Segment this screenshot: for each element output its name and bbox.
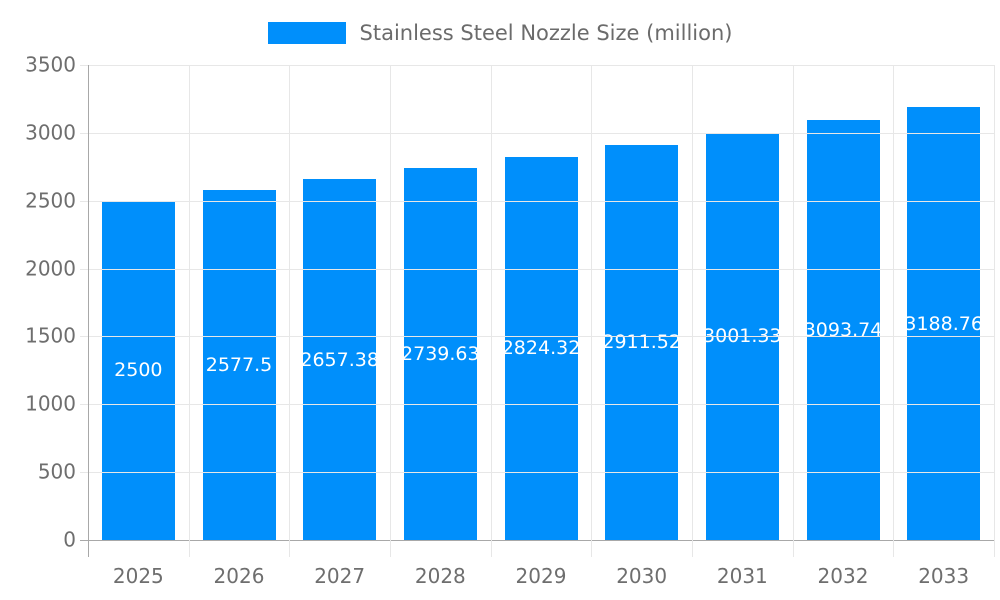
gridline-vertical <box>692 65 693 557</box>
x-axis-tick-label: 2031 <box>716 564 768 588</box>
legend-swatch-icon <box>267 22 346 44</box>
y-axis-tick-label: 2500 <box>25 188 76 213</box>
x-axis-tick-label: 2027 <box>314 564 366 588</box>
bar-2025[interactable]: 2500 <box>101 200 175 540</box>
bar-value-label: 3188.76 <box>907 312 981 335</box>
gridline-horizontal <box>80 200 994 202</box>
gridline-vertical <box>188 65 190 557</box>
y-axis-tick-label: 500 <box>37 459 76 484</box>
y-axis-tick-label: 0 <box>63 527 76 552</box>
x-axis-tick-label: 2028 <box>414 564 466 588</box>
gridline-vertical <box>792 65 794 557</box>
bar-2030[interactable]: 2911.52 <box>605 144 679 540</box>
bar-2028[interactable]: 2739.63 <box>403 168 477 540</box>
gridline-vertical <box>490 65 492 557</box>
gridline-vertical <box>390 65 391 557</box>
gridline-horizontal <box>80 472 994 474</box>
bar-value-label: 2911.52 <box>605 331 679 354</box>
plot-area: 2500 2577.5 2657.38 2739.63 2824.32 2911.52 30… <box>88 65 994 540</box>
y-axis-tick-label: 1500 <box>25 323 76 348</box>
bar-value-label: 2824.32 <box>504 337 578 360</box>
bar-value-label: 3093.74 <box>806 319 880 342</box>
bar-2026[interactable]: 2577.5 <box>202 190 276 540</box>
bar-value-label: 3001.33 <box>705 325 779 348</box>
legend-item[interactable]: Stainless Steel Nozzle Size (million) <box>0 21 1000 45</box>
gridline-vertical <box>289 65 291 557</box>
bar-2033[interactable]: 3188.76 <box>907 107 981 540</box>
gridline-horizontal <box>80 336 994 338</box>
bar-2029[interactable]: 2824.32 <box>504 156 578 540</box>
x-axis-tick-label: 2032 <box>817 564 869 588</box>
gridline-horizontal <box>80 268 994 270</box>
gridline-vertical <box>893 65 895 557</box>
bar-value-label: 2500 <box>114 359 163 382</box>
bar-2032[interactable]: 3093.74 <box>806 120 880 540</box>
y-axis-tick-label: 3000 <box>25 120 76 145</box>
x-axis-tick-label: 2033 <box>918 564 970 588</box>
y-axis-tick-label: 2000 <box>25 256 76 281</box>
x-axis-tick-label: 2030 <box>616 564 668 588</box>
y-axis-tick-label: 3500 <box>25 52 76 77</box>
gridline-horizontal <box>80 65 994 66</box>
legend-label: Stainless Steel Nozzle Size (million) <box>359 21 733 45</box>
bar-2031[interactable]: 3001.33 <box>705 132 779 540</box>
x-axis-tick-label: 2029 <box>515 564 567 588</box>
gridline-horizontal <box>80 404 994 406</box>
gridline-vertical <box>591 65 593 557</box>
bar-2027[interactable]: 2657.38 <box>303 179 377 540</box>
bar-value-label: 2739.63 <box>403 343 477 366</box>
y-axis-tick-label: 1000 <box>25 391 76 416</box>
gridline-horizontal <box>80 132 994 134</box>
x-axis-tick-label: 2026 <box>213 564 265 588</box>
bar-value-label: 2657.38 <box>303 348 377 371</box>
x-axis-tick-label: 2025 <box>112 564 164 588</box>
y-axis-line <box>88 65 89 557</box>
x-axis-line <box>80 540 994 541</box>
gridline-vertical <box>994 65 995 557</box>
bar-value-label: 2577.5 <box>205 354 273 377</box>
